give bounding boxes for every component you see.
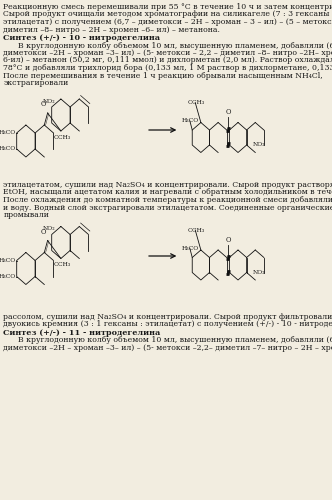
Text: EtOH, насыщали ацетатом калия и нагревали с обратным холодильником в течение 1 ч: EtOH, насыщали ацетатом калия и нагревал…: [3, 188, 332, 196]
Text: рассолом, сушили над Na₂SO₄ и концентрировали. Сырой продукт фильтровали через: рассолом, сушили над Na₂SO₄ и концентрир…: [3, 313, 332, 321]
Text: NO₂: NO₂: [43, 226, 55, 232]
Text: H₃CO: H₃CO: [182, 246, 199, 251]
Text: NO₂: NO₂: [43, 99, 55, 104]
Text: O: O: [225, 108, 231, 116]
Text: После перемешивания в течение 1 ч реакцию обрывали насыщенным NH₄Cl,: После перемешивания в течение 1 ч реакци…: [3, 72, 323, 80]
Text: Сырой продукт очищали методом хроматографии на силикагеле (7 : 3 гексаны :: Сырой продукт очищали методом хроматогра…: [3, 10, 332, 18]
Text: H₃CO: H₃CO: [0, 274, 16, 279]
Text: H₃CO: H₃CO: [0, 258, 16, 263]
Text: диметокси –2H – хроман –3– ил) – (5- метокси – 2,2 – диметил –8– нитро –2H– хром: диметокси –2H – хроман –3– ил) – (5- мет…: [3, 49, 332, 57]
Text: OCH₃: OCH₃: [188, 228, 205, 232]
Text: OCH₃: OCH₃: [188, 100, 205, 105]
Text: экстрагировали: экстрагировали: [3, 79, 69, 87]
Text: 6-ил) – метанон (50,2 мг, 0,111 ммол) и дихлорметан (2,0 мл). Раствор охлаждали : 6-ил) – метанон (50,2 мг, 0,111 ммол) и …: [3, 56, 332, 64]
Text: H₃CO: H₃CO: [182, 118, 199, 124]
Text: H₃CO: H₃CO: [0, 130, 16, 136]
Text: NO₂: NO₂: [253, 142, 265, 148]
Text: Реакционную смесь перемешивали при 55 °C в течение 10 ч и затем концентрировали.: Реакционную смесь перемешивали при 55 °C…: [3, 3, 332, 11]
Text: После охлаждения до комнатной температуры к реакционной смеси добавляли этилацет: После охлаждения до комнатной температур…: [3, 196, 332, 204]
Text: этилацетат) с получением (6,7 – диметокси – 2H – хроман – 3 – ил) – (5 – метокси: этилацетат) с получением (6,7 – диметокс…: [3, 18, 332, 26]
Text: Синтез (+/-) - 10 - нитродегелина: Синтез (+/-) - 10 - нитродегелина: [3, 34, 160, 42]
Text: диметокси –2H – хроман –3– ил) – (5- метокси –2,2– диметил –7– нитро – 2H – хром: диметокси –2H – хроман –3– ил) – (5- мет…: [3, 344, 332, 352]
Text: диметил –8– нитро – 2H – хромен –6– ил) – метанона.: диметил –8– нитро – 2H – хромен –6– ил) …: [3, 26, 220, 34]
Text: OCH₃: OCH₃: [54, 135, 71, 140]
Text: и воду. Водный слой экстрагировали этилацетатом. Соединенные органические слои: и воду. Водный слой экстрагировали этила…: [3, 204, 332, 212]
Text: OCH₃: OCH₃: [54, 262, 71, 268]
Text: H₃CO: H₃CO: [0, 146, 16, 152]
Text: этилацетатом, сушили над Na₂SO₄ и концентрировали. Сырой продукт растворяли в: этилацетатом, сушили над Na₂SO₄ и концен…: [3, 181, 332, 189]
Text: O: O: [40, 100, 46, 108]
Text: NO₂: NO₂: [253, 270, 265, 275]
Text: 78°C и добавляли трихлорид бора (0,133 мл, 1 М раствор в дихлорметане, 0,133 ммо: 78°C и добавляли трихлорид бора (0,133 м…: [3, 64, 332, 72]
Text: промывали: промывали: [3, 211, 49, 219]
Text: двуокись кремния (3 : 1 гексаны : этилацетат) с получением (+/-) - 10 - нитродег: двуокись кремния (3 : 1 гексаны : этилац…: [3, 320, 332, 328]
Text: O: O: [225, 236, 231, 244]
Text: В круглодонную колбу объемом 10 мл, высушенную пламенем, добавляли (6,7 –: В круглодонную колбу объемом 10 мл, высу…: [3, 42, 332, 50]
Text: O: O: [40, 228, 46, 235]
Text: В круглодонную колбу объемом 10 мл, высушенную пламенем, добавляли (6,7 –: В круглодонную колбу объемом 10 мл, высу…: [3, 336, 332, 344]
Text: Синтез (+/-) - 11 - нитродегелина: Синтез (+/-) - 11 - нитродегелина: [3, 329, 161, 337]
